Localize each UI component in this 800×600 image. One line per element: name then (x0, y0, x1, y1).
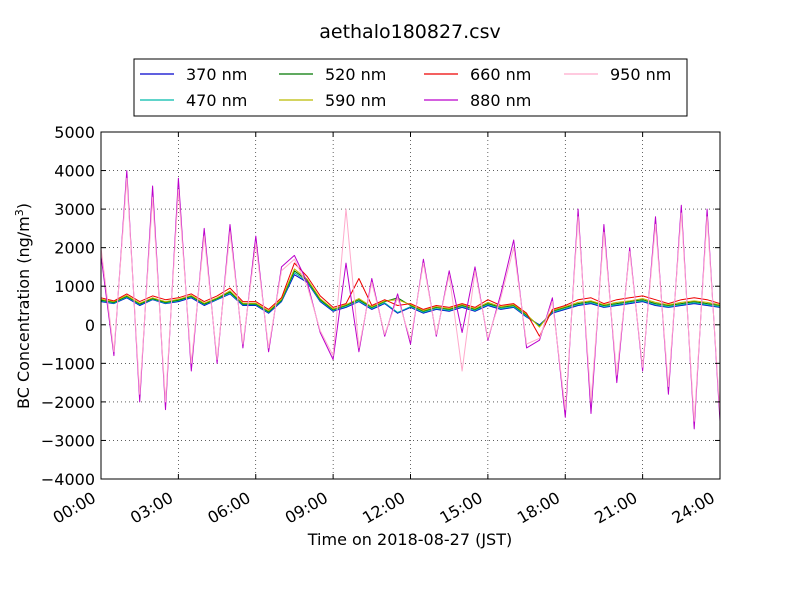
series-line (100, 268, 721, 328)
series-line (100, 262, 721, 337)
series-line (100, 270, 721, 327)
y-axis: −4000 −3000 −2000 −1000 0 1000 2000 3000 4000 500… (41, 123, 720, 489)
y-tick-label: −3000 (41, 431, 95, 450)
y-tick-label: −4000 (41, 470, 95, 489)
legend-label: 520 nm (325, 65, 386, 84)
legend-entry: 660 nm (424, 65, 531, 84)
series-line (100, 177, 721, 422)
y-tick-label: −2000 (41, 393, 95, 412)
series-layer (100, 170, 721, 430)
legend-label: 950 nm (610, 65, 671, 84)
y-tick-label: −1000 (41, 354, 95, 373)
x-axis-label: Time on 2018-08-27 (JST) (307, 530, 512, 549)
legend-entry: 880 nm (424, 91, 531, 110)
y-tick-label: 2000 (54, 239, 95, 258)
y-tick-label: 1000 (54, 277, 95, 296)
legend-entry: 370 nm (140, 65, 247, 84)
y-tick-label: 0 (85, 316, 95, 335)
y-axis-label-superscript: 3 (13, 209, 26, 216)
y-tick-label: 4000 (54, 162, 95, 181)
series-line (100, 272, 721, 326)
legend-entry: 470 nm (140, 91, 247, 110)
series-line (100, 170, 721, 430)
legend-frame (133, 58, 688, 117)
y-axis-label: BC Concentration (ng/m3) (13, 203, 33, 409)
legend: 370 nm 470 nm 520 nm 590 nm 660 nm 880 nm 950 … (133, 58, 688, 117)
legend-entry: 520 nm (279, 65, 386, 84)
legend-label: 660 nm (470, 65, 531, 84)
legend-label: 880 nm (470, 91, 531, 110)
legend-entry: 590 nm (279, 91, 386, 110)
y-tick-label: 5000 (54, 123, 95, 142)
y-axis-label-prefix: BC Concentration (ng/m (14, 216, 33, 409)
legend-label: 370 nm (186, 65, 247, 84)
chart-title: aethalo180827.csv (319, 21, 501, 43)
y-axis-label-suffix: ) (14, 203, 33, 209)
legend-entry: 950 nm (564, 65, 671, 84)
series-line (100, 274, 721, 326)
legend-label: 590 nm (325, 91, 386, 110)
y-tick-label: 3000 (54, 200, 95, 219)
legend-label: 470 nm (186, 91, 247, 110)
